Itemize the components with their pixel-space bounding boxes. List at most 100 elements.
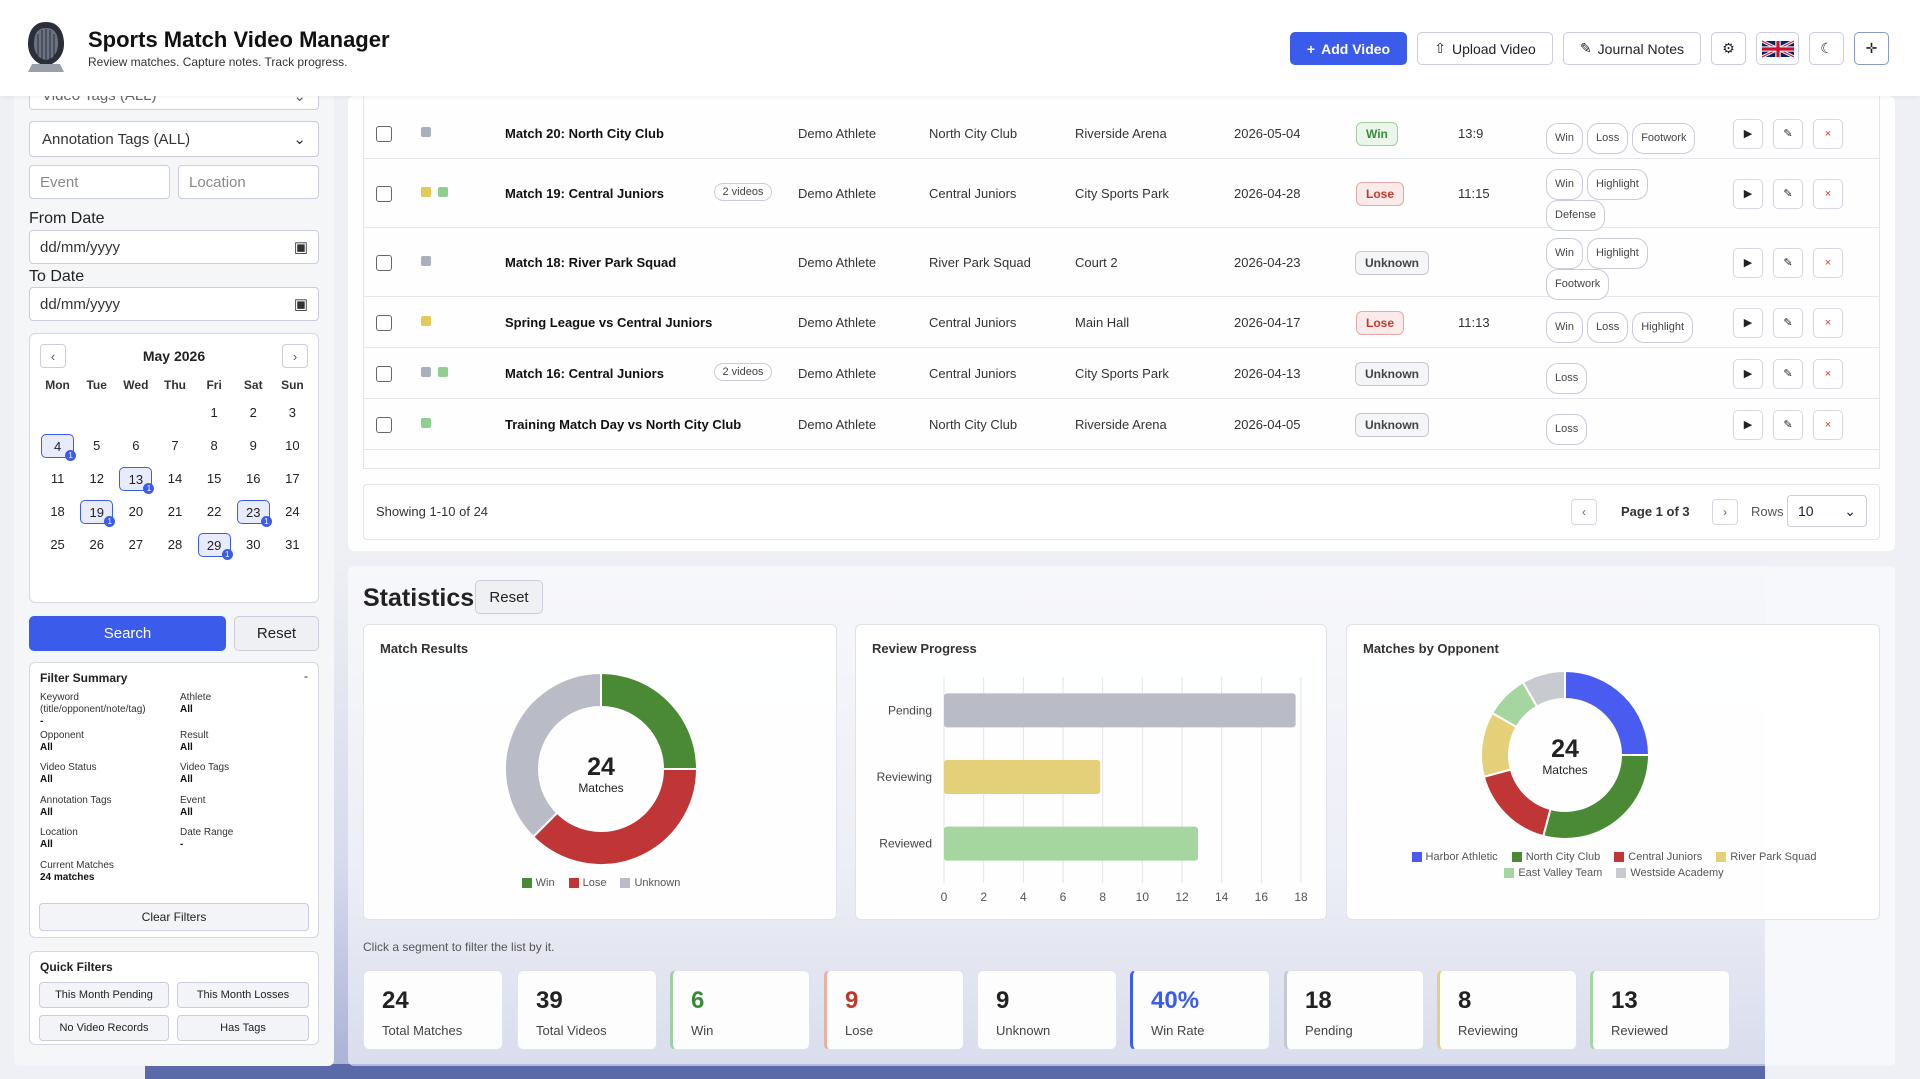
play-button[interactable]: ▶	[1733, 307, 1763, 338]
row-checkbox[interactable]	[376, 416, 392, 433]
search-button[interactable]: Search	[29, 616, 226, 651]
table-row[interactable]: Spring League vs Central Juniors Demo Ath…	[363, 297, 1880, 348]
delete-button[interactable]: ×	[1813, 409, 1843, 440]
tag-pill[interactable]: Highlight	[1586, 169, 1648, 200]
rows-per-page-select[interactable]: 10 ⌄	[1787, 495, 1867, 527]
row-checkbox[interactable]	[376, 185, 392, 202]
stat-card[interactable]: 13 Reviewed	[1590, 970, 1730, 1050]
tag-pill[interactable]: Win	[1546, 122, 1583, 154]
calendar-day[interactable]: 28	[167, 537, 183, 552]
prev-page-button[interactable]: ‹	[1571, 499, 1597, 525]
calendar-day[interactable]: 21	[167, 504, 183, 519]
stat-card[interactable]: 40% Win Rate	[1130, 970, 1270, 1050]
match-results-donut[interactable]	[364, 625, 838, 921]
tag-pill[interactable]: Footwork	[1546, 269, 1610, 300]
donut-slice[interactable]	[531, 768, 699, 866]
edit-button[interactable]: ✎	[1773, 307, 1803, 338]
calendar-day[interactable]: 3	[288, 405, 297, 420]
legend-item[interactable]: North City Club	[1511, 851, 1600, 863]
legend-item[interactable]: Lose	[568, 877, 606, 889]
bar[interactable]	[944, 760, 1101, 794]
delete-button[interactable]: ×	[1813, 178, 1843, 209]
upload-video-button[interactable]: ⇧ Upload Video	[1417, 32, 1553, 65]
tag-pill[interactable]: Footwork	[1632, 122, 1696, 154]
calendar-day[interactable]: 4	[41, 434, 77, 461]
delete-button[interactable]: ×	[1813, 358, 1843, 389]
legend-item[interactable]: Harbor Athletic	[1411, 851, 1498, 863]
add-video-button[interactable]: + Add Video	[1290, 32, 1407, 65]
tag-pill[interactable]: Loss	[1586, 122, 1629, 154]
stat-card[interactable]: 6 Win	[670, 970, 810, 1050]
donut-slice[interactable]	[1521, 669, 1566, 708]
edit-button[interactable]: ✎	[1773, 358, 1803, 389]
calendar-day[interactable]: 11	[50, 471, 65, 486]
donut-slice[interactable]	[1482, 768, 1552, 838]
calendar-day[interactable]: 14	[167, 471, 183, 486]
next-month-button[interactable]: ›	[282, 344, 308, 368]
play-button[interactable]: ▶	[1733, 247, 1763, 278]
play-button[interactable]: ▶	[1733, 118, 1763, 149]
play-button[interactable]: ▶	[1733, 358, 1763, 389]
from-date-input[interactable]: dd/mm/yyyy ▣	[29, 230, 319, 264]
journal-notes-button[interactable]: ✎ Journal Notes	[1563, 32, 1701, 65]
tag-pill[interactable]: Defense	[1546, 200, 1605, 231]
delete-button[interactable]: ×	[1813, 307, 1843, 338]
stat-card[interactable]: 39 Total Videos	[517, 970, 657, 1050]
event-input[interactable]: Event	[29, 165, 170, 199]
tag-pill[interactable]: Win	[1546, 169, 1583, 200]
legend-item[interactable]: East Valley Team	[1504, 867, 1602, 879]
edit-button[interactable]: ✎	[1773, 247, 1803, 278]
table-row[interactable]: Match 16: Central Juniors 2 videos Demo At…	[363, 348, 1880, 399]
stat-card[interactable]: 8 Reviewing	[1437, 970, 1577, 1050]
tag-pill[interactable]: Highlight	[1586, 238, 1648, 269]
calendar-day[interactable]: 13	[119, 467, 155, 494]
calendar-day[interactable]: 1	[210, 405, 218, 420]
row-checkbox[interactable]	[376, 125, 392, 142]
calendar-day[interactable]: 26	[89, 537, 104, 552]
calendar-day[interactable]: 24	[285, 504, 300, 519]
quick-filter-button[interactable]: This Month Pending	[39, 982, 169, 1008]
stat-card[interactable]: 9 Lose	[824, 970, 964, 1050]
donut-slice[interactable]	[504, 671, 602, 839]
stat-card[interactable]: 9 Unknown	[977, 970, 1117, 1050]
prev-month-button[interactable]: ‹	[40, 344, 66, 368]
calendar-day[interactable]: 10	[285, 438, 300, 453]
statistics-reset-button[interactable]: Reset	[475, 580, 543, 614]
quick-filter-button[interactable]: Has Tags	[177, 1015, 309, 1041]
calendar-day[interactable]: 20	[128, 504, 144, 519]
table-row[interactable]: Training Match Day vs North City Club Dem…	[363, 399, 1880, 450]
legend-item[interactable]: Win	[521, 877, 555, 889]
calendar-day[interactable]: 19	[80, 500, 116, 527]
stat-card[interactable]: 18 Pending	[1284, 970, 1424, 1050]
bar[interactable]	[944, 693, 1296, 728]
edit-button[interactable]: ✎	[1773, 178, 1803, 209]
table-row[interactable]: Match 20: North City Club Demo Athlete Nor…	[363, 108, 1880, 159]
calendar-day[interactable]: 29	[197, 533, 233, 560]
dark-mode-button[interactable]: ☾	[1809, 32, 1844, 65]
calendar-icon[interactable]: ▣	[293, 239, 308, 256]
tag-pill[interactable]: Highlight	[1632, 311, 1694, 343]
calendar-day[interactable]: 15	[206, 471, 222, 486]
calendar-day[interactable]: 12	[89, 471, 104, 486]
tag-pill[interactable]: Loss	[1546, 413, 1588, 445]
row-checkbox[interactable]	[376, 365, 392, 382]
reset-filters-button[interactable]: Reset	[234, 616, 319, 651]
delete-button[interactable]: ×	[1813, 118, 1843, 149]
tag-pill[interactable]: Win	[1546, 311, 1583, 343]
calendar-day[interactable]: 30	[246, 537, 261, 552]
layout-toggle-button[interactable]: ✛	[1854, 32, 1889, 65]
quick-filter-button[interactable]: No Video Records	[39, 1015, 169, 1041]
to-date-input[interactable]: dd/mm/yyyy ▣	[29, 287, 319, 321]
calendar-day[interactable]: 17	[285, 471, 300, 486]
calendar-day[interactable]: 18	[50, 504, 65, 519]
stat-card[interactable]: 24 Total Matches	[363, 970, 503, 1050]
collapse-toggle[interactable]: -	[304, 669, 308, 683]
row-checkbox[interactable]	[376, 314, 392, 331]
calendar-icon[interactable]: ▣	[293, 296, 308, 313]
bar[interactable]	[944, 826, 1198, 861]
calendar-day[interactable]: 22	[206, 504, 222, 519]
quick-filter-button[interactable]: This Month Losses	[177, 982, 309, 1008]
tag-pill[interactable]: Loss	[1586, 311, 1629, 343]
location-input[interactable]: Location	[178, 165, 319, 199]
next-page-button[interactable]: ›	[1712, 499, 1738, 525]
